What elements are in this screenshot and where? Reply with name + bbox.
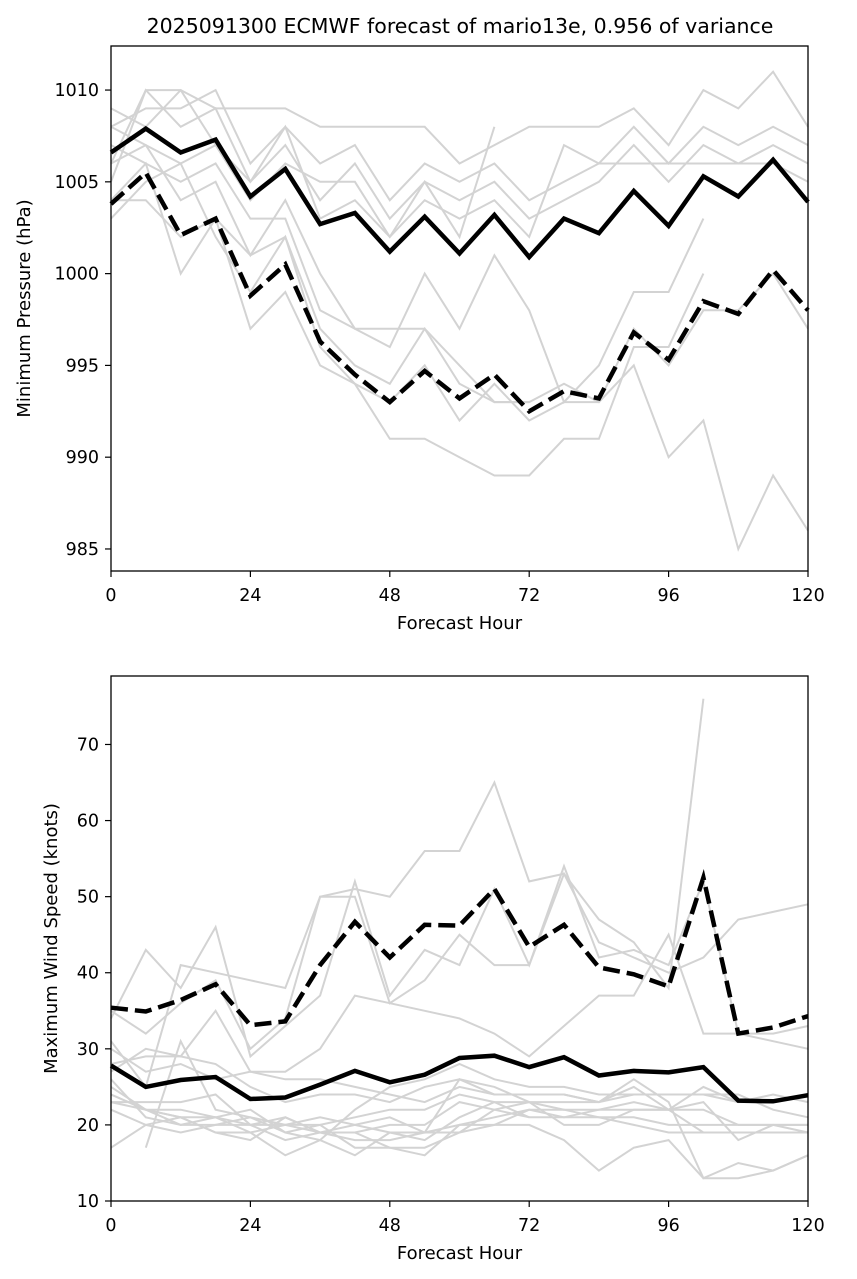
wind-series-member-13 [110,1086,808,1142]
wind-series-principal-component [110,869,809,1037]
wind-y-tick-label: 40 [77,964,99,984]
wind-y-tick-label: 20 [77,1116,99,1136]
figure-title: 2025091300 ECMWF forecast of mario13e, 0… [147,14,774,38]
wind-panel: 0 24 48 72 96 120 10 20 30 40 50 60 70 Forecast Hour… [41,675,825,1264]
pressure-series-member-3 [110,88,809,221]
pressure-series-member-4 [110,89,809,239]
wind-y-tick-label: 50 [77,888,99,908]
pressure-y-axis-label: Minimum Pressure (hPa) [14,199,35,417]
pressure-x-tick-label: 96 [657,586,679,606]
pressure-x-tick-label: 72 [518,586,540,606]
wind-ticks: 0 24 48 72 96 120 10 20 30 40 50 60 70 [77,735,825,1236]
wind-x-tick-label: 0 [105,1216,116,1236]
wind-series-member-1 [110,698,705,1051]
wind-series-member-4 [110,932,809,1073]
pressure-x-tick-label: 120 [791,586,824,606]
wind-x-tick-label: 48 [379,1216,401,1236]
pressure-series-member-2 [110,88,809,202]
wind-series-member-11 [144,1038,809,1180]
pressure-x-tick-label: 0 [105,586,116,606]
pressure-ticks: 0 24 48 72 96 120 985 990 995 1000 1005 1010 [54,81,824,606]
pressure-series-member-1 [110,70,809,165]
wind-x-tick-label: 120 [791,1216,824,1236]
wind-x-tick-label: 24 [239,1216,261,1236]
wind-y-tick-label: 30 [77,1040,99,1060]
wind-x-tick-label: 72 [518,1216,540,1236]
pressure-series-layer [109,70,810,552]
wind-series-member-14 [110,1093,808,1134]
wind-series-member-15 [110,1093,530,1126]
wind-series-member-3 [110,871,809,1090]
wind-axes-frame [110,675,809,1202]
pressure-series-member-5 [110,161,809,423]
pressure-series-member-7 [111,199,705,477]
pressure-series-member-8 [110,125,705,404]
wind-y-axis-label: Maximum Wind Speed (knots) [41,803,62,1074]
wind-series-mean [109,1053,809,1104]
wind-series-member-12 [110,1078,808,1142]
pressure-axes-frame [110,45,809,572]
pressure-series-principal-component [109,169,810,415]
pressure-y-tick-label: 1000 [54,265,99,285]
pressure-y-tick-label: 995 [66,356,99,376]
wind-series-layer [109,698,809,1180]
pressure-y-tick-label: 990 [66,448,99,468]
pressure-panel: 0 24 48 72 96 120 985 990 995 1000 1005 1010 Foreca… [14,45,825,634]
wind-series-member-8 [110,1108,809,1180]
wind-y-tick-label: 60 [77,812,99,832]
pressure-x-tick-label: 24 [239,586,261,606]
wind-y-tick-label: 10 [77,1192,99,1212]
pressure-series-member-9 [110,144,530,404]
wind-series-member-2 [110,863,809,1059]
pressure-x-tick-label: 48 [379,586,401,606]
wind-x-axis-label: Forecast Hour [397,1243,523,1264]
pressure-y-tick-label: 985 [66,540,99,560]
pressure-y-tick-label: 1010 [54,81,99,101]
pressure-x-axis-label: Forecast Hour [397,613,523,634]
wind-y-tick-label: 70 [77,735,99,755]
pressure-series-mean [109,125,810,261]
pressure-y-tick-label: 1005 [54,173,99,193]
pressure-series-member-10 [110,124,496,240]
wind-x-tick-label: 96 [657,1216,679,1236]
